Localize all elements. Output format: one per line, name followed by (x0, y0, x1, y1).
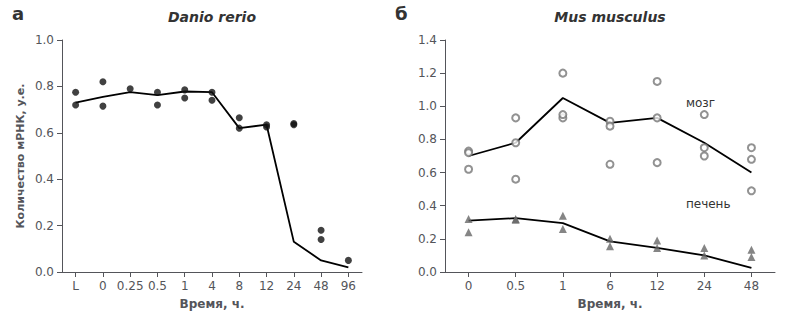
svg-text:1: 1 (559, 279, 567, 293)
svg-text:48: 48 (313, 279, 328, 293)
svg-text:Danio rerio: Danio rerio (168, 9, 256, 25)
svg-text:0.25: 0.25 (117, 279, 144, 293)
svg-text:0.2: 0.2 (418, 232, 437, 246)
svg-text:1.2: 1.2 (418, 66, 437, 80)
svg-text:24: 24 (697, 279, 712, 293)
svg-text:0.6: 0.6 (35, 126, 54, 140)
svg-text:0.6: 0.6 (418, 166, 437, 180)
svg-text:0.5: 0.5 (506, 279, 525, 293)
svg-text:0.8: 0.8 (35, 79, 54, 93)
svg-text:печень: печень (686, 197, 731, 211)
svg-text:Время, ч.: Время, ч. (578, 297, 643, 311)
svg-text:0: 0 (99, 279, 107, 293)
svg-text:Количество мРНК, у.е.: Количество мРНК, у.е. (14, 84, 27, 229)
svg-text:6: 6 (606, 279, 614, 293)
svg-text:48: 48 (744, 279, 759, 293)
svg-text:Mus musculus: Mus musculus (554, 9, 665, 25)
svg-text:0.4: 0.4 (35, 172, 54, 186)
svg-text:1.0: 1.0 (418, 99, 437, 113)
svg-text:мозг: мозг (686, 96, 715, 110)
svg-text:4: 4 (208, 279, 216, 293)
svg-text:0.0: 0.0 (418, 265, 437, 279)
svg-text:б: б (395, 3, 408, 24)
svg-text:Время, ч.: Время, ч. (180, 297, 245, 311)
svg-text:1.0: 1.0 (35, 33, 54, 47)
svg-text:12: 12 (650, 279, 665, 293)
svg-text:24: 24 (286, 279, 301, 293)
svg-text:0.5: 0.5 (148, 279, 167, 293)
svg-text:а: а (12, 3, 24, 24)
svg-text:1: 1 (181, 279, 189, 293)
svg-text:0.8: 0.8 (418, 132, 437, 146)
svg-text:96: 96 (341, 279, 356, 293)
svg-text:0.0: 0.0 (35, 265, 54, 279)
svg-text:8: 8 (235, 279, 243, 293)
svg-text:L: L (72, 279, 79, 293)
svg-text:0.4: 0.4 (418, 199, 437, 213)
svg-text:1.4: 1.4 (418, 33, 437, 47)
svg-text:0.2: 0.2 (35, 219, 54, 233)
svg-text:0: 0 (465, 279, 473, 293)
svg-text:12: 12 (259, 279, 274, 293)
